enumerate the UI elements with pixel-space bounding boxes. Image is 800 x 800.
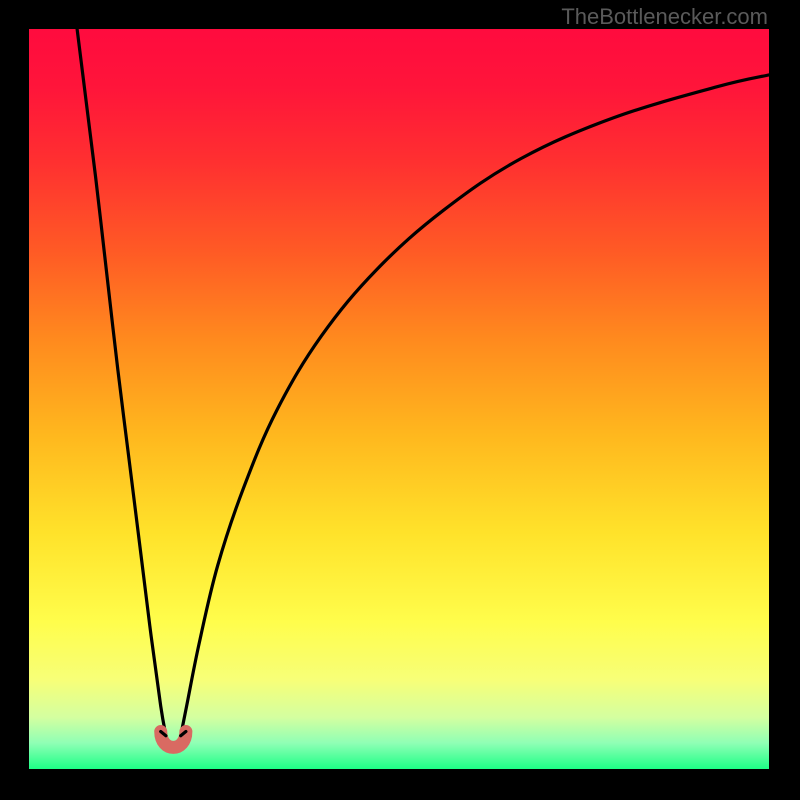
chart-container: TheBottlenecker.com: [0, 0, 800, 800]
watermark-text: TheBottlenecker.com: [561, 4, 768, 30]
gradient-background: [29, 29, 769, 769]
plot-area: [29, 29, 769, 769]
chart-svg: [29, 29, 769, 769]
